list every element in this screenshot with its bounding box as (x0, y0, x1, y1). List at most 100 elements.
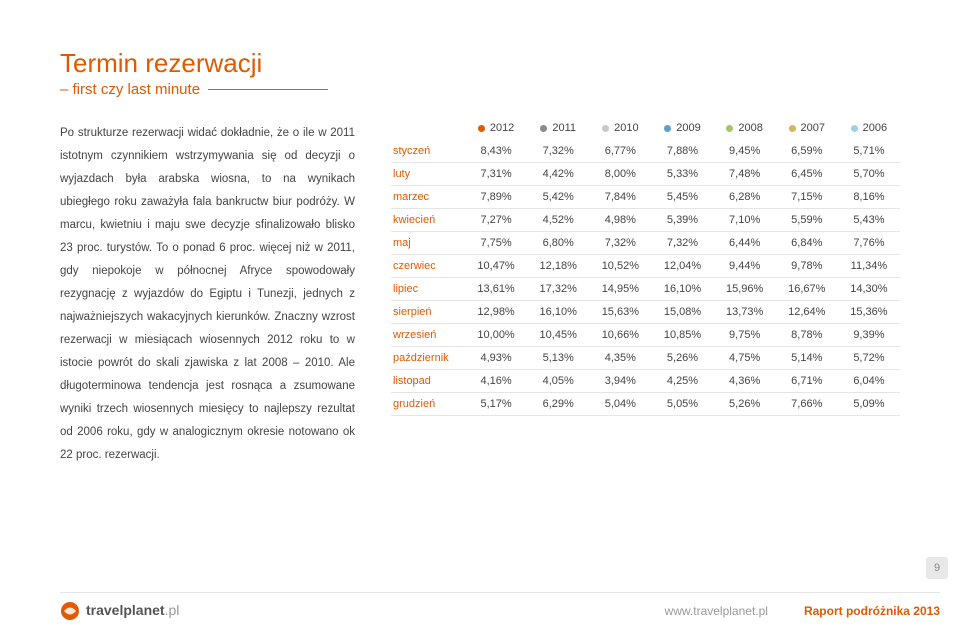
table-row: sierpień12,98%16,10%15,63%15,08%13,73%12… (391, 301, 900, 324)
value-cell: 7,76% (838, 232, 900, 255)
month-cell: grudzień (391, 393, 465, 416)
table-body: styczeń8,43%7,32%6,77%7,88%9,45%6,59%5,7… (391, 140, 900, 416)
month-cell: kwiecień (391, 209, 465, 232)
value-cell: 8,16% (838, 186, 900, 209)
brand-tld: .pl (165, 602, 180, 618)
value-cell: 7,31% (465, 163, 527, 186)
value-cell: 8,78% (776, 324, 838, 347)
value-cell: 6,44% (714, 232, 776, 255)
value-cell: 7,32% (651, 232, 713, 255)
legend-item: 2006 (838, 122, 900, 134)
value-cell: 15,63% (589, 301, 651, 324)
footer-brand: travelplanet.pl (60, 601, 179, 621)
value-cell: 5,14% (776, 347, 838, 370)
value-cell: 12,98% (465, 301, 527, 324)
legend-year-label: 2008 (738, 122, 762, 134)
value-cell: 5,71% (838, 140, 900, 163)
value-cell: 12,18% (527, 255, 589, 278)
table-row: listopad4,16%4,05%3,94%4,25%4,36%6,71%6,… (391, 370, 900, 393)
value-cell: 15,96% (714, 278, 776, 301)
value-cell: 15,08% (651, 301, 713, 324)
value-cell: 10,47% (465, 255, 527, 278)
report-page: Termin rezerwacji – first czy last minut… (0, 0, 960, 639)
legend-year-label: 2007 (801, 122, 825, 134)
month-cell: listopad (391, 370, 465, 393)
value-cell: 13,61% (465, 278, 527, 301)
value-cell: 5,04% (589, 393, 651, 416)
value-cell: 4,36% (714, 370, 776, 393)
month-cell: maj (391, 232, 465, 255)
page-footer: travelplanet.pl www.travelplanet.pl Rapo… (60, 592, 940, 621)
legend-year-label: 2006 (863, 122, 887, 134)
value-cell: 10,85% (651, 324, 713, 347)
value-cell: 10,45% (527, 324, 589, 347)
title-underline (208, 89, 328, 90)
value-cell: 9,39% (838, 324, 900, 347)
value-cell: 12,64% (776, 301, 838, 324)
value-cell: 4,25% (651, 370, 713, 393)
value-cell: 5,09% (838, 393, 900, 416)
value-cell: 7,84% (589, 186, 651, 209)
value-cell: 7,88% (651, 140, 713, 163)
value-cell: 6,77% (589, 140, 651, 163)
table-row: grudzień5,17%6,29%5,04%5,05%5,26%7,66%5,… (391, 393, 900, 416)
month-cell: sierpień (391, 301, 465, 324)
value-cell: 5,59% (776, 209, 838, 232)
brand-icon (60, 601, 80, 621)
footer-report-title: Raport podróżnika 2013 (804, 604, 940, 618)
legend-year-label: 2011 (552, 122, 576, 134)
legend-year-label: 2012 (490, 122, 514, 134)
value-cell: 15,36% (838, 301, 900, 324)
value-cell: 4,75% (714, 347, 776, 370)
value-cell: 10,66% (589, 324, 651, 347)
value-cell: 6,04% (838, 370, 900, 393)
value-cell: 13,73% (714, 301, 776, 324)
brand-name: travelplanet.pl (86, 602, 179, 620)
legend-dot-icon (602, 125, 609, 132)
legend-item: 2011 (527, 122, 589, 134)
page-title: Termin rezerwacji (60, 48, 900, 79)
value-cell: 7,32% (527, 140, 589, 163)
value-cell: 10,52% (589, 255, 651, 278)
value-cell: 4,98% (589, 209, 651, 232)
value-cell: 7,48% (714, 163, 776, 186)
table-row: kwiecień7,27%4,52%4,98%5,39%7,10%5,59%5,… (391, 209, 900, 232)
value-cell: 10,00% (465, 324, 527, 347)
value-cell: 6,45% (776, 163, 838, 186)
value-cell: 5,26% (714, 393, 776, 416)
value-cell: 5,70% (838, 163, 900, 186)
value-cell: 9,44% (714, 255, 776, 278)
table-legend: 2012201120102009200820072006 (391, 122, 900, 134)
value-cell: 5,72% (838, 347, 900, 370)
value-cell: 5,26% (651, 347, 713, 370)
value-cell: 4,35% (589, 347, 651, 370)
legend-dot-icon (726, 125, 733, 132)
table-row: luty7,31%4,42%8,00%5,33%7,48%6,45%5,70% (391, 163, 900, 186)
data-table-region: 2012201120102009200820072006 styczeń8,43… (391, 122, 900, 467)
value-cell: 5,42% (527, 186, 589, 209)
month-cell: czerwiec (391, 255, 465, 278)
value-cell: 4,05% (527, 370, 589, 393)
value-cell: 7,15% (776, 186, 838, 209)
value-cell: 16,67% (776, 278, 838, 301)
table-row: czerwiec10,47%12,18%10,52%12,04%9,44%9,7… (391, 255, 900, 278)
brand-text: travelplanet (86, 602, 165, 618)
table-row: październik4,93%5,13%4,35%5,26%4,75%5,14… (391, 347, 900, 370)
month-cell: październik (391, 347, 465, 370)
value-cell: 7,66% (776, 393, 838, 416)
page-subtitle: – first czy last minute (60, 81, 208, 98)
value-cell: 7,75% (465, 232, 527, 255)
value-cell: 5,17% (465, 393, 527, 416)
value-cell: 7,27% (465, 209, 527, 232)
footer-url: www.travelplanet.pl (665, 604, 768, 618)
value-cell: 8,00% (589, 163, 651, 186)
table-row: wrzesień10,00%10,45%10,66%10,85%9,75%8,7… (391, 324, 900, 347)
month-cell: wrzesień (391, 324, 465, 347)
percent-table: styczeń8,43%7,32%6,77%7,88%9,45%6,59%5,7… (391, 140, 900, 416)
value-cell: 7,32% (589, 232, 651, 255)
month-cell: luty (391, 163, 465, 186)
legend-year-label: 2010 (614, 122, 638, 134)
body-text: Po strukturze rezerwacji widać dokładnie… (60, 122, 355, 467)
value-cell: 6,80% (527, 232, 589, 255)
value-cell: 5,33% (651, 163, 713, 186)
